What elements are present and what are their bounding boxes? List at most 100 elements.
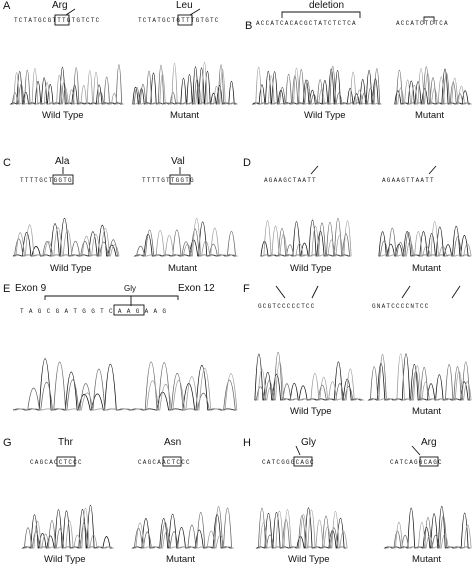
codon-box-c-wt [52, 174, 74, 185]
deletion-junction-bracket [423, 16, 435, 24]
codon-box-a-wt [54, 14, 70, 26]
trace-h-mut-channel-3 [386, 522, 472, 549]
trace-a-wt-channel-2 [11, 64, 123, 105]
trace-f-wt-channel-1 [254, 353, 362, 401]
trace-a-wt-channel-3 [12, 67, 125, 105]
aa-label-leu: Leu [176, 0, 193, 11]
aa-label-gly-h: Gly [301, 437, 316, 448]
aa-label-gly-e: Gly [124, 284, 136, 293]
sequence-mut-b: ACCATCTCTCA [396, 20, 449, 27]
aa-label-asn: Asn [164, 437, 182, 448]
trace-h-wt-channel-2 [258, 508, 346, 549]
trace-a-wt-channel-1 [9, 67, 122, 105]
trace-f-wt-channel-2 [256, 351, 362, 401]
trace-c-wt-channel-1 [12, 218, 118, 257]
trace-c-wt-channel-3 [14, 224, 120, 257]
deletion-label: deletion [309, 0, 345, 11]
arrow-h-wt [295, 445, 301, 456]
sequence-wt-b: ACCATCACACGCTATCTCTCA [256, 20, 357, 27]
mutant-label-f: Mutant [412, 406, 442, 417]
arrow-f-wt-1 [275, 285, 286, 299]
codon-box-g-wt [56, 456, 76, 467]
aa-label-arg: Arg [52, 0, 68, 11]
sequence-wt-c: TTTTGCTGGTG [20, 177, 73, 184]
codon-box-e [113, 304, 145, 316]
mutant-label-g: Mutant [166, 554, 196, 565]
arrow-a-wt [65, 8, 76, 16]
sequence-wt-a: TCTATGCGTTTGTGTCTC [14, 17, 101, 24]
sequence-e: TAGCGATGGTCAAGAAG [20, 308, 172, 315]
trace-h-wt-channel-3 [258, 509, 348, 549]
mutant-label-a: Mutant [170, 110, 200, 121]
aa-label-thr: Thr [58, 437, 73, 448]
trace-c-mut-channel-1 [133, 221, 236, 257]
wild-type-label-d: Wild Type [290, 263, 332, 274]
trace-g-wt-channel-1 [21, 505, 112, 549]
aa-label-ala: Ala [55, 156, 70, 167]
trace-d-mut-channel-3 [380, 221, 472, 257]
trace-d-wt-channel-1 [260, 219, 350, 257]
trace-d-wt-channel-3 [262, 220, 352, 257]
exon-12-label: Exon 12 [178, 283, 215, 294]
arrow-f-mut-1 [401, 285, 411, 299]
sequence-mut-h: CATCAGGCAGC [390, 459, 443, 466]
trace-e-channel-3 [14, 368, 238, 411]
panel-letter-c: C [3, 157, 11, 169]
exon-9-label: Exon 9 [15, 283, 47, 294]
aa-label-val: Val [171, 156, 185, 167]
wild-type-label-h: Wild Type [288, 554, 330, 565]
trace-c-mut-channel-2 [136, 228, 236, 257]
codon-box-c-mut [169, 174, 191, 185]
wild-type-label-a: Wild Type [42, 110, 84, 121]
panel-letter-h: H [243, 437, 251, 449]
sequence-wt-d: AGAAGCTAATT [264, 177, 317, 184]
panel-letter-f: F [243, 283, 250, 295]
wild-type-label-g: Wild Type [44, 554, 86, 565]
arrow-d-mut [428, 165, 437, 175]
trace-f-wt-channel-3 [256, 361, 365, 401]
trace-c-wt-channel-2 [14, 238, 118, 257]
panel-letter-e: E [3, 283, 11, 295]
sequence-mut-g: CAGCAACTCCC [138, 459, 191, 466]
trace-d-wt-channel-2 [262, 218, 350, 257]
arrow-f-wt-2 [311, 285, 319, 299]
mutant-label-h: Mutant [412, 554, 442, 565]
sequence-mut-d: AGAAGTTAATT [382, 177, 435, 184]
sequence-wt-g: CAGCACCTCCC [30, 459, 83, 466]
arrow-a-mut [189, 8, 201, 16]
sequence-wt-h: CATCGGGCAGC [262, 459, 315, 466]
trace-f-mut-channel-1 [367, 353, 470, 401]
trace-b-wt-channel-1 [251, 68, 380, 105]
trace-g-wt-channel-3 [24, 508, 115, 549]
trace-b-mut-channel-1 [394, 68, 470, 105]
trace-d-mut-channel-1 [378, 225, 470, 257]
codon-box-g-mut [162, 456, 182, 467]
trace-e-channel-2 [14, 361, 236, 411]
arrow-d-wt [310, 165, 319, 175]
sequence-wt-f: GCGTCCCCCTCC [258, 303, 316, 310]
trace-b-mut-channel-2 [395, 66, 470, 105]
panel-letter-a: A [3, 0, 11, 12]
trace-f-mut-channel-3 [370, 353, 472, 401]
aa-label-arg-h: Arg [421, 437, 437, 448]
wild-type-label-f: Wild Type [290, 406, 332, 417]
trace-c-mut-channel-3 [136, 218, 239, 257]
trace-g-mut-channel-2 [134, 506, 232, 549]
codon-box-a-mut [177, 14, 193, 26]
exon-junction-bracket [44, 295, 179, 300]
trace-a-mut-channel-3 [134, 62, 239, 105]
panel-letter-b: B [245, 20, 253, 32]
sequence-mut-f: GNATCCCCNTCC [372, 303, 430, 310]
arrow-f-mut-2 [451, 285, 461, 299]
trace-f-mut-channel-2 [370, 354, 470, 401]
deletion-bracket [281, 11, 361, 18]
trace-d-mut-channel-2 [380, 227, 470, 257]
trace-e-channel-1 [13, 358, 236, 411]
sequence-mut-c: TTTTGTTGGTG [142, 177, 195, 184]
panel-letter-g: G [3, 437, 12, 449]
arrow-h-mut [411, 445, 421, 456]
codon-box-h-mut [419, 456, 439, 467]
trace-g-mut-channel-3 [134, 522, 235, 549]
mutant-label-d: Mutant [412, 263, 442, 274]
